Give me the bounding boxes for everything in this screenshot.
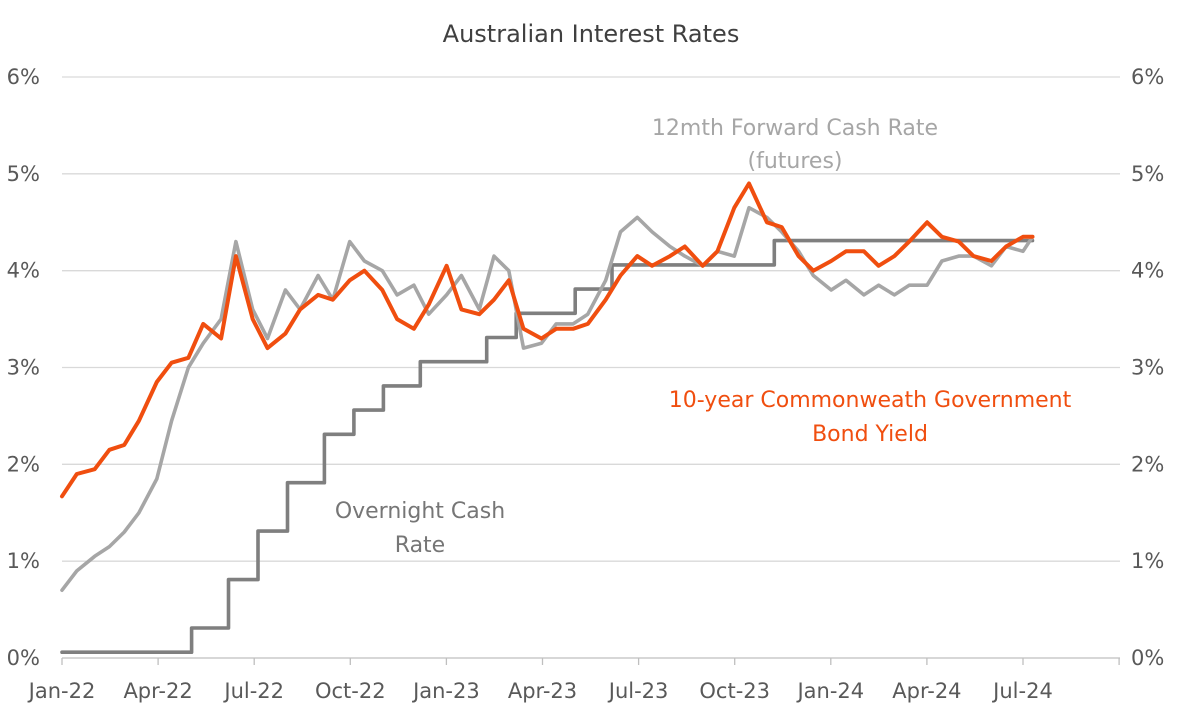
y-tick-label-right: 4% bbox=[1131, 259, 1164, 283]
forward-rate-annotation-line1: 12mth Forward Cash Rate bbox=[652, 116, 938, 141]
series-lines bbox=[60, 181, 1035, 654]
x-tick-label: Jul-23 bbox=[607, 679, 669, 703]
x-tick-label: Jan-24 bbox=[795, 679, 864, 703]
cash-rate-annotation-line1: Overnight Cash bbox=[335, 499, 505, 524]
x-tick-label: Oct-23 bbox=[699, 679, 770, 703]
y-tick-label-left: 1% bbox=[7, 549, 40, 573]
x-tick-label: Jan-23 bbox=[411, 679, 480, 703]
y-tick-label-left: 6% bbox=[7, 65, 40, 89]
y-tick-label-left: 5% bbox=[7, 162, 40, 186]
y-tick-label-right: 6% bbox=[1131, 65, 1164, 89]
chart-title: Australian Interest Rates bbox=[443, 20, 740, 48]
y-tick-label-left: 0% bbox=[7, 646, 40, 670]
y-tick-label-right: 0% bbox=[1131, 646, 1164, 670]
x-tick-label: Apr-24 bbox=[892, 679, 961, 703]
series-overnight-cash-rate bbox=[60, 238, 1035, 654]
y-tick-label-left: 3% bbox=[7, 356, 40, 380]
y-tick-label-right: 1% bbox=[1131, 549, 1164, 573]
x-tick-label: Jul-24 bbox=[991, 679, 1053, 703]
x-tick-label: Oct-22 bbox=[315, 679, 386, 703]
y-axis-left: 0% 1% 2% 3% 4% 5% 6% bbox=[7, 65, 40, 670]
forward-rate-annotation-line2: (futures) bbox=[748, 149, 843, 174]
x-tick-label: Jan-22 bbox=[27, 679, 96, 703]
x-tick-label: Apr-23 bbox=[508, 679, 577, 703]
y-tick-label-right: 3% bbox=[1131, 356, 1164, 380]
series-10-year-commonweath-government-bond-yield bbox=[60, 181, 1035, 499]
x-tick-label: Apr-22 bbox=[123, 679, 192, 703]
y-axis-right: 0% 1% 2% 3% 4% 5% 6% bbox=[1131, 65, 1164, 670]
x-tick-label: Jul-22 bbox=[222, 679, 284, 703]
x-axis: Jan-22 Apr-22 Jul-22 Oct-22 Jan-23 Apr-23 Jul-… bbox=[27, 657, 1120, 703]
cash-rate-annotation-line2: Rate bbox=[395, 533, 445, 558]
y-tick-label-right: 2% bbox=[1131, 452, 1164, 476]
y-tick-label-left: 4% bbox=[7, 259, 40, 283]
bond-yield-annotation-line2: Bond Yield bbox=[812, 422, 928, 447]
bond-yield-annotation-line1: 10-year Commonweath Government bbox=[669, 388, 1072, 413]
y-tick-label-right: 5% bbox=[1131, 162, 1164, 186]
y-tick-label-left: 2% bbox=[7, 452, 40, 476]
